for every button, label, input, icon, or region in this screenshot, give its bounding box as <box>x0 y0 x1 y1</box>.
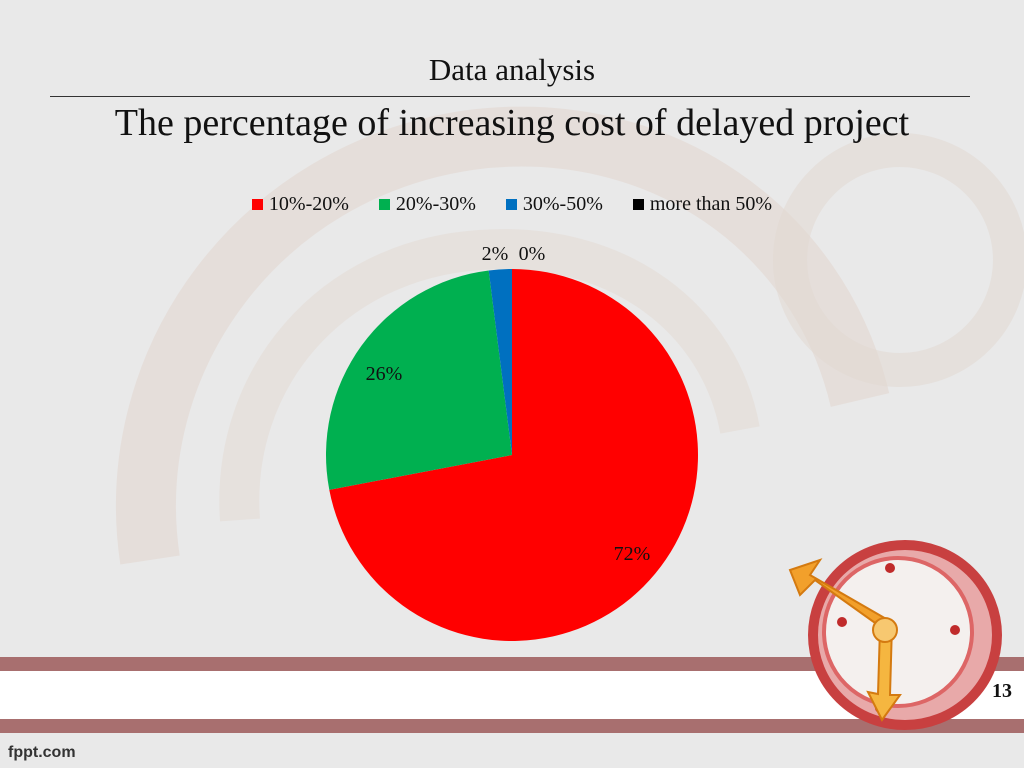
legend-swatch-30-50 <box>505 199 517 210</box>
pie-slice-10-20 <box>329 269 699 642</box>
legend-swatch-more-than-50 <box>632 199 644 210</box>
footer-band-bottom <box>0 719 1024 733</box>
legend-swatch-20-30 <box>378 199 390 210</box>
pie-slice-20-30 <box>326 270 512 490</box>
legend-label-30-50: 30%-50% <box>522 193 603 215</box>
legend-item-20-30: 20%-30% <box>378 193 476 216</box>
legend-label-more-than-50: more than 50% <box>649 193 773 215</box>
legend-label-10-20: 10%-20% <box>268 193 349 215</box>
legend-item-more-than-50: more than 50% <box>632 193 773 216</box>
footer-band-top <box>0 657 1024 671</box>
clock-icon <box>788 540 1002 730</box>
pie-data-label-more-than-50: 0% <box>519 243 546 265</box>
slide-title: Data analysis <box>428 52 596 87</box>
legend-label-20-30: 20%-30% <box>395 193 476 215</box>
pie-data-label-10-20: 72% <box>614 543 651 565</box>
slide-subtitle: The percentage of increasing cost of del… <box>114 102 910 144</box>
chart-legend: 10%-20% 20%-30% 30%-50% more than 50% <box>0 193 1024 216</box>
pie-data-label-30-50: 2% <box>482 243 509 265</box>
footer-brand: fppt.com <box>8 744 76 761</box>
pie-slice-30-50 <box>488 269 512 455</box>
title-divider <box>50 96 970 97</box>
pie-data-label-20-30: 26% <box>366 363 403 385</box>
legend-item-10-20: 10%-20% <box>251 193 349 216</box>
legend-item-30-50: 30%-50% <box>505 193 603 216</box>
legend-swatch-10-20 <box>251 199 263 210</box>
page-number: 13 <box>992 680 1012 702</box>
